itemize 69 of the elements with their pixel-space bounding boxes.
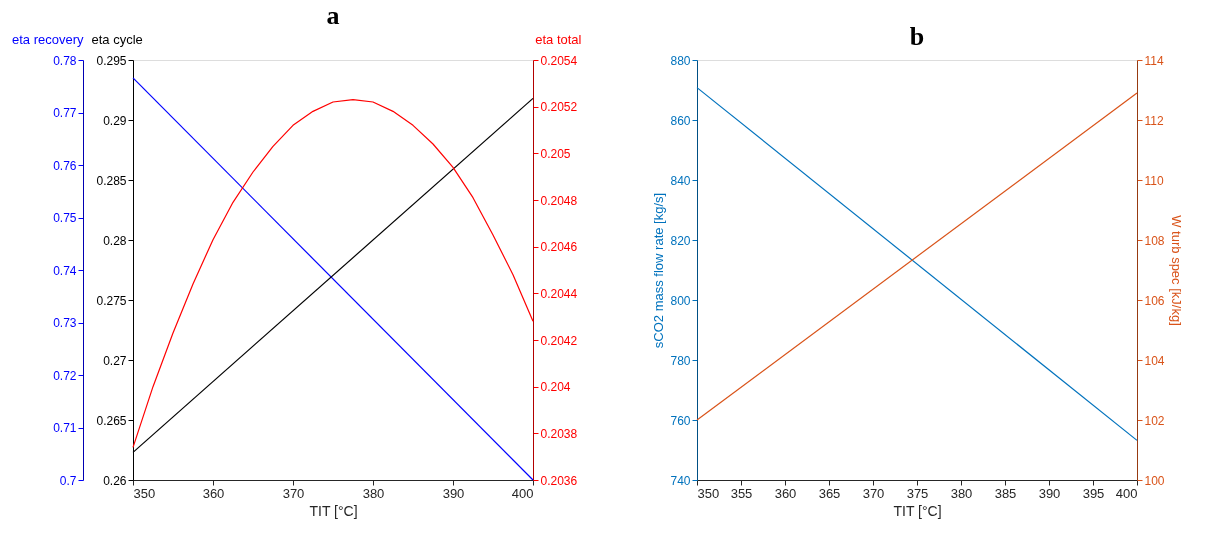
y3-tick-label: 0.73 [53, 316, 77, 330]
y3-tick-label: 0.7 [59, 473, 77, 488]
y2-tick-label: 0.2036 [540, 473, 578, 488]
y-tick-label: 780 [670, 353, 691, 368]
x-tick-label: 370 [862, 485, 885, 501]
x-tick-label: 360 [774, 485, 797, 501]
x-tick-label: 365 [818, 485, 841, 501]
y2-tick-label: 0.2042 [540, 333, 578, 348]
y-tick-label: 760 [670, 413, 691, 428]
x-tick-label: 390 [1038, 485, 1061, 501]
y2-tick-label: 112 [1144, 113, 1164, 128]
y2-tick-label: 0.2048 [540, 193, 578, 208]
y2-tick-label: 0.205 [540, 146, 571, 161]
x-tick-label: 380 [950, 485, 973, 501]
y-tick-label: 0.28 [103, 233, 127, 248]
y2-tick-label: 0.2046 [540, 240, 578, 255]
x-tick-label: 360 [202, 485, 225, 501]
y2-tick-label: 0.2054 [540, 53, 578, 68]
y-tick-label: 0.295 [96, 53, 127, 68]
x-tick-label: 385 [994, 485, 1017, 501]
x-tick-label: 390 [442, 485, 465, 501]
y2-tick-label: 0.2044 [540, 286, 578, 301]
y3-tick-label: 0.72 [53, 368, 77, 383]
y-axis-title: sCO2 mass flow rate [kg/s] [651, 192, 667, 349]
y-tick-label: 880 [670, 53, 691, 68]
y3-tick-label: 0.75 [53, 211, 77, 225]
y3-tick-label: 0.76 [53, 158, 77, 173]
chart-title: b [909, 22, 925, 51]
y-tick-label: 0.265 [96, 413, 127, 428]
x-tick-label: 355 [730, 485, 753, 501]
y2-axis-title: eta total [535, 31, 582, 47]
y2-axis-title: W turb spec [kJ/kg] [1168, 215, 1184, 326]
y-tick-label: 0.285 [96, 173, 127, 188]
x-tick-label: 380 [362, 485, 385, 501]
y-tick-label: 0.27 [103, 353, 127, 368]
x-tick-label: 370 [282, 485, 305, 501]
x-axis-title: TIT [°C] [309, 502, 358, 519]
y-tick-label: 800 [670, 293, 691, 308]
y3-tick-label: 0.71 [53, 421, 77, 435]
y-tick-label: 740 [670, 473, 691, 488]
y2-tick-label: 106 [1144, 293, 1165, 308]
y2-tick-label: 0.2052 [540, 100, 578, 115]
x-tick-label: 350 [133, 485, 156, 501]
y-tick-label: 820 [670, 233, 691, 248]
y2-tick-label: 100 [1144, 473, 1165, 488]
y2-tick-label: 108 [1144, 233, 1165, 248]
y-tick-label: 0.29 [103, 113, 127, 128]
y3-axis-title: eta recovery [11, 31, 84, 47]
chart-title: a [326, 1, 340, 30]
x-tick-label: 350 [697, 485, 720, 501]
x-tick-label: 400 [1115, 485, 1138, 501]
y-tick-label: 0.275 [96, 293, 127, 308]
y-tick-label: 0.26 [103, 473, 127, 488]
y3-tick-label: 0.78 [53, 53, 77, 68]
y2-tick-label: 114 [1144, 53, 1164, 68]
y2-tick-label: 104 [1144, 353, 1165, 368]
y2-tick-label: 0.204 [540, 380, 571, 395]
x-axis-title: TIT [°C] [893, 502, 942, 519]
y2-tick-label: 0.2038 [540, 426, 578, 441]
y2-tick-label: 102 [1144, 413, 1165, 428]
y-tick-label: 840 [670, 173, 691, 188]
y-tick-label: 860 [670, 113, 691, 128]
y3-tick-label: 0.74 [53, 263, 77, 278]
x-tick-label: 400 [511, 485, 534, 501]
x-tick-label: 375 [906, 485, 929, 501]
y2-tick-label: 110 [1144, 173, 1164, 188]
x-tick-label: 395 [1082, 485, 1105, 501]
y-axis-title: eta cycle [91, 31, 143, 47]
y3-tick-label: 0.77 [53, 106, 77, 120]
